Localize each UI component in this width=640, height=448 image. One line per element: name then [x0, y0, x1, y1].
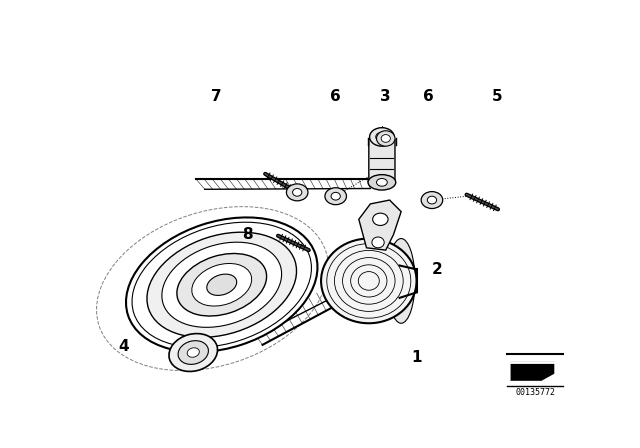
- Ellipse shape: [292, 189, 302, 196]
- Ellipse shape: [97, 207, 328, 370]
- Text: 1: 1: [412, 350, 422, 366]
- Text: 8: 8: [242, 227, 252, 242]
- Ellipse shape: [376, 132, 388, 142]
- Ellipse shape: [177, 254, 267, 316]
- FancyBboxPatch shape: [369, 138, 395, 184]
- Ellipse shape: [372, 213, 388, 225]
- Text: 3: 3: [380, 89, 391, 103]
- Ellipse shape: [132, 222, 312, 347]
- Ellipse shape: [369, 128, 394, 146]
- Polygon shape: [359, 200, 401, 250]
- Ellipse shape: [387, 238, 415, 323]
- Ellipse shape: [376, 131, 395, 146]
- Ellipse shape: [372, 237, 384, 248]
- Ellipse shape: [147, 232, 296, 337]
- Ellipse shape: [381, 134, 390, 142]
- Text: 7: 7: [211, 89, 221, 103]
- Ellipse shape: [331, 192, 340, 200]
- Ellipse shape: [421, 192, 443, 208]
- Ellipse shape: [169, 334, 218, 371]
- Ellipse shape: [126, 217, 317, 352]
- Polygon shape: [511, 362, 554, 381]
- Ellipse shape: [368, 175, 396, 190]
- Ellipse shape: [321, 238, 417, 323]
- Ellipse shape: [376, 178, 387, 186]
- Ellipse shape: [192, 263, 252, 306]
- Text: 00135772: 00135772: [516, 388, 556, 397]
- Ellipse shape: [207, 274, 237, 295]
- Ellipse shape: [287, 184, 308, 201]
- Ellipse shape: [325, 188, 346, 205]
- Text: 4: 4: [118, 339, 129, 354]
- Text: 2: 2: [432, 262, 443, 277]
- Text: 6: 6: [330, 89, 341, 103]
- Ellipse shape: [428, 196, 436, 204]
- Ellipse shape: [162, 242, 282, 327]
- Text: 6: 6: [423, 89, 433, 103]
- Ellipse shape: [178, 340, 209, 364]
- Ellipse shape: [187, 348, 199, 357]
- Text: 5: 5: [492, 89, 502, 103]
